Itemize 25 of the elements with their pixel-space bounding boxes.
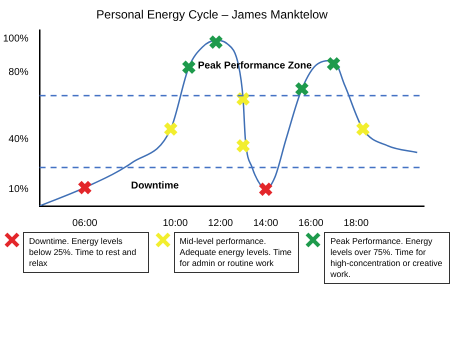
y-tick-label: 40% <box>8 134 29 145</box>
y-tick-label: 80% <box>8 66 29 78</box>
point <box>294 81 310 96</box>
x-tick-label: 10:00 <box>162 218 188 229</box>
point <box>181 60 196 75</box>
ref-line-label: Downtime <box>131 180 180 192</box>
x-tick-label: 06:00 <box>72 218 98 229</box>
x-tick-label: 14:00 <box>253 218 279 229</box>
legend-label: Peak Performance. Energy levels over 75%. Time for high-concentration or creative work. <box>324 232 450 284</box>
x-tick-label: 18:00 <box>344 218 370 229</box>
point <box>77 180 92 196</box>
y-tick-label: 10% <box>8 184 29 196</box>
x-tick-label: 16:00 <box>298 218 324 229</box>
point <box>208 34 224 50</box>
y-tick-label: 100% <box>3 34 29 45</box>
point <box>258 182 274 197</box>
point <box>236 92 251 106</box>
point <box>163 122 178 137</box>
legend-label: Mid-level performance. Adequate energy levels. Time for admin or routine work <box>174 232 300 274</box>
point <box>236 138 251 154</box>
x-tick-label: 12:00 <box>208 218 234 229</box>
legend-label: Downtime. Energy levels below 25%. Time to rest and relax <box>23 232 149 274</box>
point <box>355 122 370 137</box>
chart-title: Personal Energy Cycle – James Manktelow <box>96 8 328 22</box>
point <box>326 56 341 72</box>
